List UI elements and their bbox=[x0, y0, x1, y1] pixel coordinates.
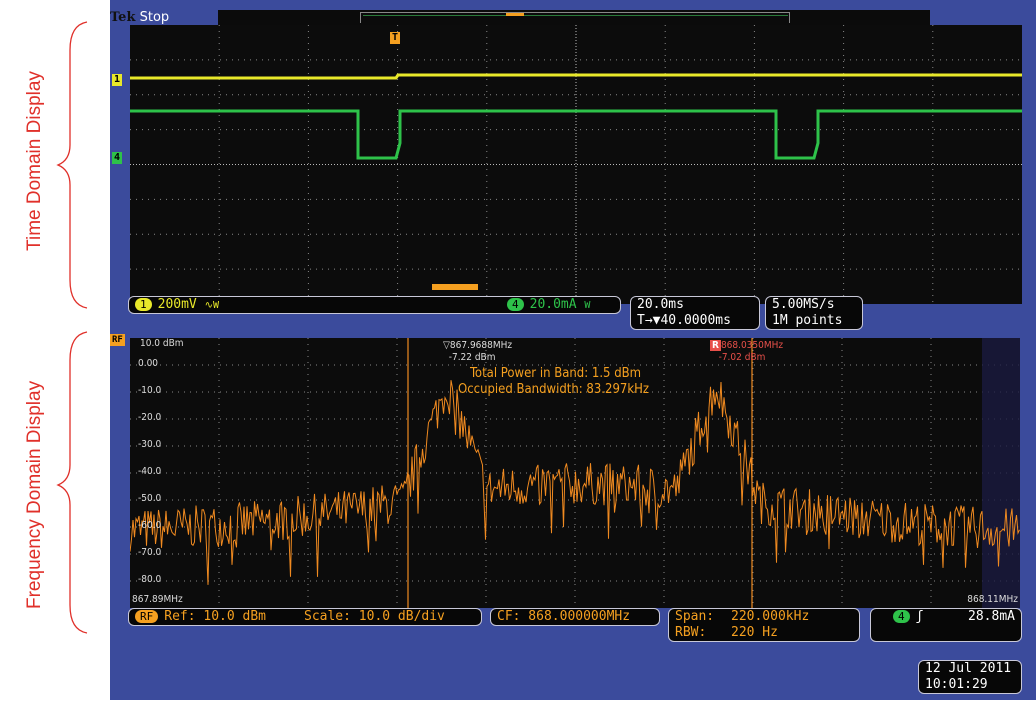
oscilloscope-screen: Tek Stop 1 4 T 1 200mV ∿W 4 20.0mA W 20.0m… bbox=[110, 0, 1036, 700]
rbw-label: RBW: bbox=[675, 625, 707, 640]
ch4-scale: 20.0mA bbox=[529, 297, 577, 312]
span-rbw-readout[interactable]: Span: 220.000kHz RBW: 220 Hz bbox=[668, 608, 860, 642]
y-tick-label: -80.0 bbox=[138, 574, 162, 585]
acq-state: Stop bbox=[139, 10, 170, 25]
vertical-readout[interactable]: 1 200mV ∿W 4 20.0mA W bbox=[128, 296, 621, 314]
freq-domain-annotation: Frequency Domain Display bbox=[24, 380, 45, 609]
datetime-readout: 12 Jul 2011 10:01:29 bbox=[918, 660, 1022, 694]
record-view bbox=[218, 10, 930, 25]
frequency-graticule: 10.0 dBm 0.00 -10.0 -20.0 -30.0 -40.0 -50.0 -6… bbox=[129, 338, 1020, 608]
ch4-waveform bbox=[130, 109, 1022, 160]
marker2-readout[interactable]: R 868.0350MHz -7.02 dBm bbox=[710, 340, 784, 363]
ch4-badge: 4 bbox=[507, 298, 524, 311]
status-header: Tek Stop bbox=[110, 10, 218, 25]
occupied-bw-readout: Occupied Bandwidth: 83.297kHz bbox=[458, 382, 650, 397]
sample-rate: 5.00MS/s bbox=[772, 297, 835, 312]
rbw-value: 220 Hz bbox=[731, 625, 778, 640]
date: 12 Jul 2011 bbox=[925, 661, 1012, 676]
ref-level-label: 10.0 dBm bbox=[140, 338, 184, 349]
trigger-level: 28.8mA bbox=[968, 609, 1015, 624]
trigger-position: T→▼40.0000ms bbox=[637, 313, 731, 328]
rf-marker[interactable]: RF bbox=[110, 334, 125, 346]
time: 10:01:29 bbox=[925, 677, 988, 692]
y-tick-label: -20.0 bbox=[138, 412, 162, 423]
y-tick-label: -40.0 bbox=[138, 466, 162, 477]
trigger-slope-icon: ʃ bbox=[915, 609, 924, 624]
rf-badge: RF bbox=[135, 610, 159, 623]
ch1-coupling: ∿W bbox=[204, 300, 219, 311]
y-tick-label: -30.0 bbox=[138, 439, 162, 450]
ref-level: Ref: 10.0 dBm bbox=[164, 609, 266, 624]
y-tick-label: -70.0 bbox=[138, 547, 162, 558]
timebase-readout[interactable]: 20.0ms T→▼40.0000ms bbox=[630, 296, 760, 330]
y-tick-label: -10.0 bbox=[138, 385, 162, 396]
out-of-band-region bbox=[982, 338, 1020, 608]
y-tick-label: -60.0 bbox=[138, 520, 162, 531]
ch4-coupling: W bbox=[584, 300, 591, 311]
time-graticule bbox=[130, 25, 1022, 304]
x-end-label: 868.11MHz bbox=[967, 594, 1018, 605]
time-brace bbox=[56, 21, 88, 309]
span-label: Span: bbox=[675, 609, 715, 624]
trigger-marker[interactable]: T bbox=[390, 32, 401, 44]
center-frequency-readout[interactable]: CF: 868.000000MHz bbox=[490, 608, 660, 626]
time-domain-annotation: Time Domain Display bbox=[24, 71, 45, 251]
rf-settings-readout[interactable]: RF Ref: 10.0 dBm Scale: 10.0 dB/div bbox=[128, 608, 482, 626]
ch1-scale: 200mV bbox=[157, 297, 197, 312]
x-start-label: 867.89MHz bbox=[132, 594, 183, 605]
center-frequency: CF: 868.000000MHz bbox=[497, 609, 631, 624]
spectrum-trace bbox=[129, 380, 1020, 585]
y-tick-label: 0.00 bbox=[138, 358, 159, 369]
freq-brace bbox=[56, 331, 88, 634]
record-length: 1M points bbox=[772, 313, 843, 328]
acquisition-readout[interactable]: 5.00MS/s 1M points bbox=[765, 296, 863, 330]
marker1-readout[interactable]: ▽867.9688MHz -7.22 dBm bbox=[443, 340, 513, 363]
brand-logo: Tek bbox=[110, 10, 136, 25]
total-power-readout: Total Power in Band: 1.5 dBm bbox=[470, 366, 642, 381]
ch1-badge: 1 bbox=[135, 298, 152, 311]
ch1-waveform bbox=[130, 73, 1022, 80]
timebase: 20.0ms bbox=[637, 297, 684, 312]
zoom-window-indicator bbox=[432, 284, 478, 290]
ch4-marker[interactable]: 4 bbox=[112, 152, 123, 164]
ch1-marker[interactable]: 1 bbox=[112, 74, 123, 86]
scale: Scale: 10.0 dB/div bbox=[304, 609, 445, 624]
trigger-source-badge: 4 bbox=[893, 610, 910, 623]
span-value: 220.000kHz bbox=[731, 609, 810, 624]
y-tick-label: -50.0 bbox=[138, 493, 162, 504]
